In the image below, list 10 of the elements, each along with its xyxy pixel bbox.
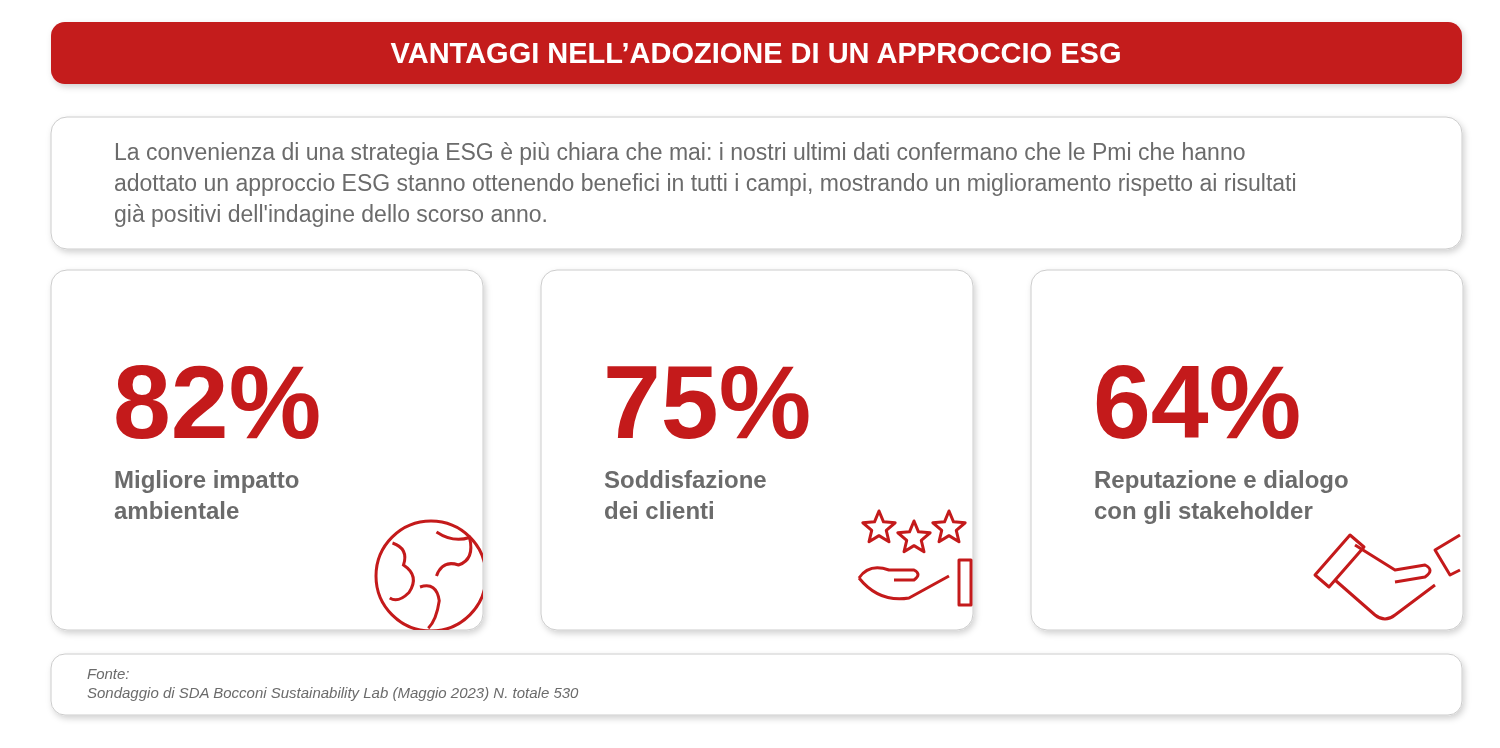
text: VANTAGGI NELL’ADOZIONE DI UN APPROCCIO ESG bbox=[390, 37, 1122, 69]
text: La convenienza di una strategia ESG è più chiara che mai: i nostri ultimi dati confermano che le Pmi che hanno adottato un approccio ESG stanno ottenendo benefici in tutti i campi, mostrando un miglioramento rispetto ai risultati già positivi dell'indagine dello scorso anno. bbox=[114, 139, 1297, 227]
data-label: 82% bbox=[113, 344, 322, 460]
category-label: Soddisfazione dei clienti bbox=[604, 466, 767, 524]
text: Sondaggio di SDA Bocconi Sustainability Lab (Maggio 2023) N. totale 530 bbox=[87, 684, 580, 701]
data-label: 64% bbox=[1093, 344, 1302, 460]
data-label: 75% bbox=[603, 344, 812, 460]
source-note: Fonte: bbox=[87, 665, 130, 682]
category-label: Migliore impatto ambientale bbox=[114, 466, 300, 524]
category-label: Reputazione e dialogo con gli stakeholder bbox=[1094, 466, 1349, 524]
